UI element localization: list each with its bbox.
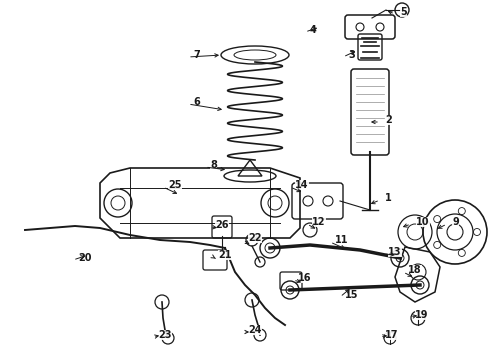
Text: 2: 2 [385,115,392,125]
Text: 22: 22 [248,233,262,243]
Text: 8: 8 [210,160,217,170]
Text: 24: 24 [248,325,262,335]
Text: 18: 18 [408,265,421,275]
Text: 21: 21 [218,250,231,260]
Text: 12: 12 [312,217,325,227]
Text: 4: 4 [310,25,317,35]
Text: 25: 25 [168,180,181,190]
Text: 1: 1 [385,193,392,203]
Text: 3: 3 [348,50,355,60]
Text: 26: 26 [215,220,228,230]
Text: 16: 16 [298,273,312,283]
Text: 9: 9 [452,217,459,227]
Text: 23: 23 [158,330,172,340]
Text: 19: 19 [415,310,428,320]
Text: 20: 20 [78,253,92,263]
Text: 6: 6 [193,97,200,107]
Text: 11: 11 [335,235,348,245]
Text: 5: 5 [400,7,407,17]
Text: 10: 10 [416,217,430,227]
Text: 14: 14 [295,180,309,190]
Text: 13: 13 [388,247,401,257]
Text: 15: 15 [345,290,359,300]
Text: 17: 17 [385,330,398,340]
Text: 7: 7 [193,50,200,60]
